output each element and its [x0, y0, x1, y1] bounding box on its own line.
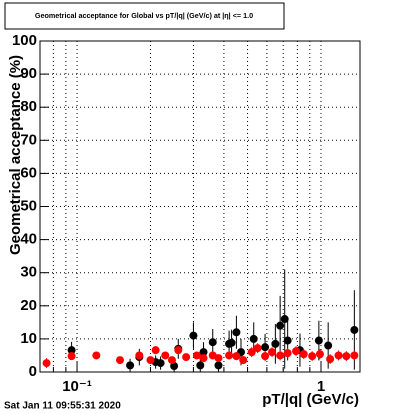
data-point — [146, 356, 155, 365]
y-tick-label: 60 — [20, 164, 37, 181]
data-point — [167, 356, 176, 365]
data-point — [67, 352, 76, 361]
y-tick-label: 0 — [29, 363, 37, 380]
data-point — [292, 347, 301, 356]
y-axis-title: Geometrical acceptance (%) — [7, 55, 24, 255]
data-point — [271, 339, 280, 348]
y-tick-label: 20 — [20, 297, 37, 314]
data-point — [268, 348, 277, 357]
data-point — [189, 331, 198, 340]
data-point — [350, 325, 359, 334]
data-point — [342, 352, 351, 361]
title-box — [4, 2, 285, 30]
data-point — [214, 354, 223, 363]
data-point — [308, 352, 317, 361]
data-point — [247, 348, 256, 357]
data-point — [280, 315, 289, 324]
data-point — [199, 354, 208, 363]
data-point — [135, 351, 144, 360]
timestamp: Sat Jan 11 09:55:31 2020 — [4, 401, 121, 412]
data-point — [350, 351, 359, 360]
y-tick-label: 40 — [20, 231, 37, 248]
data-point — [182, 353, 191, 362]
data-point — [42, 359, 51, 368]
data-point — [126, 361, 135, 370]
y-tick-label: 80 — [20, 98, 37, 115]
data-point — [324, 341, 333, 350]
chart-title: Geometrical acceptance for Global vs pT/… — [35, 11, 253, 20]
data-point — [276, 321, 285, 330]
data-point — [334, 351, 343, 360]
x-tick-label: 10⁻¹ — [62, 378, 92, 395]
data-point — [239, 356, 248, 365]
x-tick-label: 1 — [317, 378, 325, 395]
data-point — [156, 359, 165, 368]
data-point — [276, 351, 285, 360]
y-tick-label: 90 — [20, 65, 37, 82]
x-axis-title: pT/|q| (GeV/c) — [262, 391, 359, 408]
data-point — [196, 361, 205, 370]
data-point — [232, 328, 241, 337]
data-point — [92, 351, 101, 360]
data-point — [161, 351, 170, 360]
data-point — [214, 361, 223, 370]
y-tick-label: 50 — [20, 197, 37, 214]
data-point — [315, 350, 324, 359]
data-point — [232, 352, 241, 361]
data-point — [192, 351, 201, 360]
data-point — [314, 336, 323, 345]
data-point — [326, 355, 335, 364]
data-point — [283, 349, 292, 358]
data-point — [115, 356, 124, 365]
y-tick-label: 70 — [20, 131, 37, 148]
data-point — [299, 350, 308, 359]
data-point — [249, 334, 258, 343]
data-point — [261, 343, 270, 352]
data-point — [283, 336, 292, 345]
data-point — [225, 351, 234, 360]
y-tick-label: 10 — [20, 330, 37, 347]
data-point — [261, 352, 270, 361]
data-point — [174, 346, 183, 355]
data-point — [151, 346, 160, 355]
data-point — [227, 338, 236, 347]
data-point — [199, 348, 208, 357]
y-tick-label: 30 — [20, 264, 37, 281]
data-point — [208, 338, 217, 347]
data-point — [253, 344, 262, 353]
data-point — [67, 346, 76, 355]
y-tick-label: 100 — [12, 32, 37, 49]
